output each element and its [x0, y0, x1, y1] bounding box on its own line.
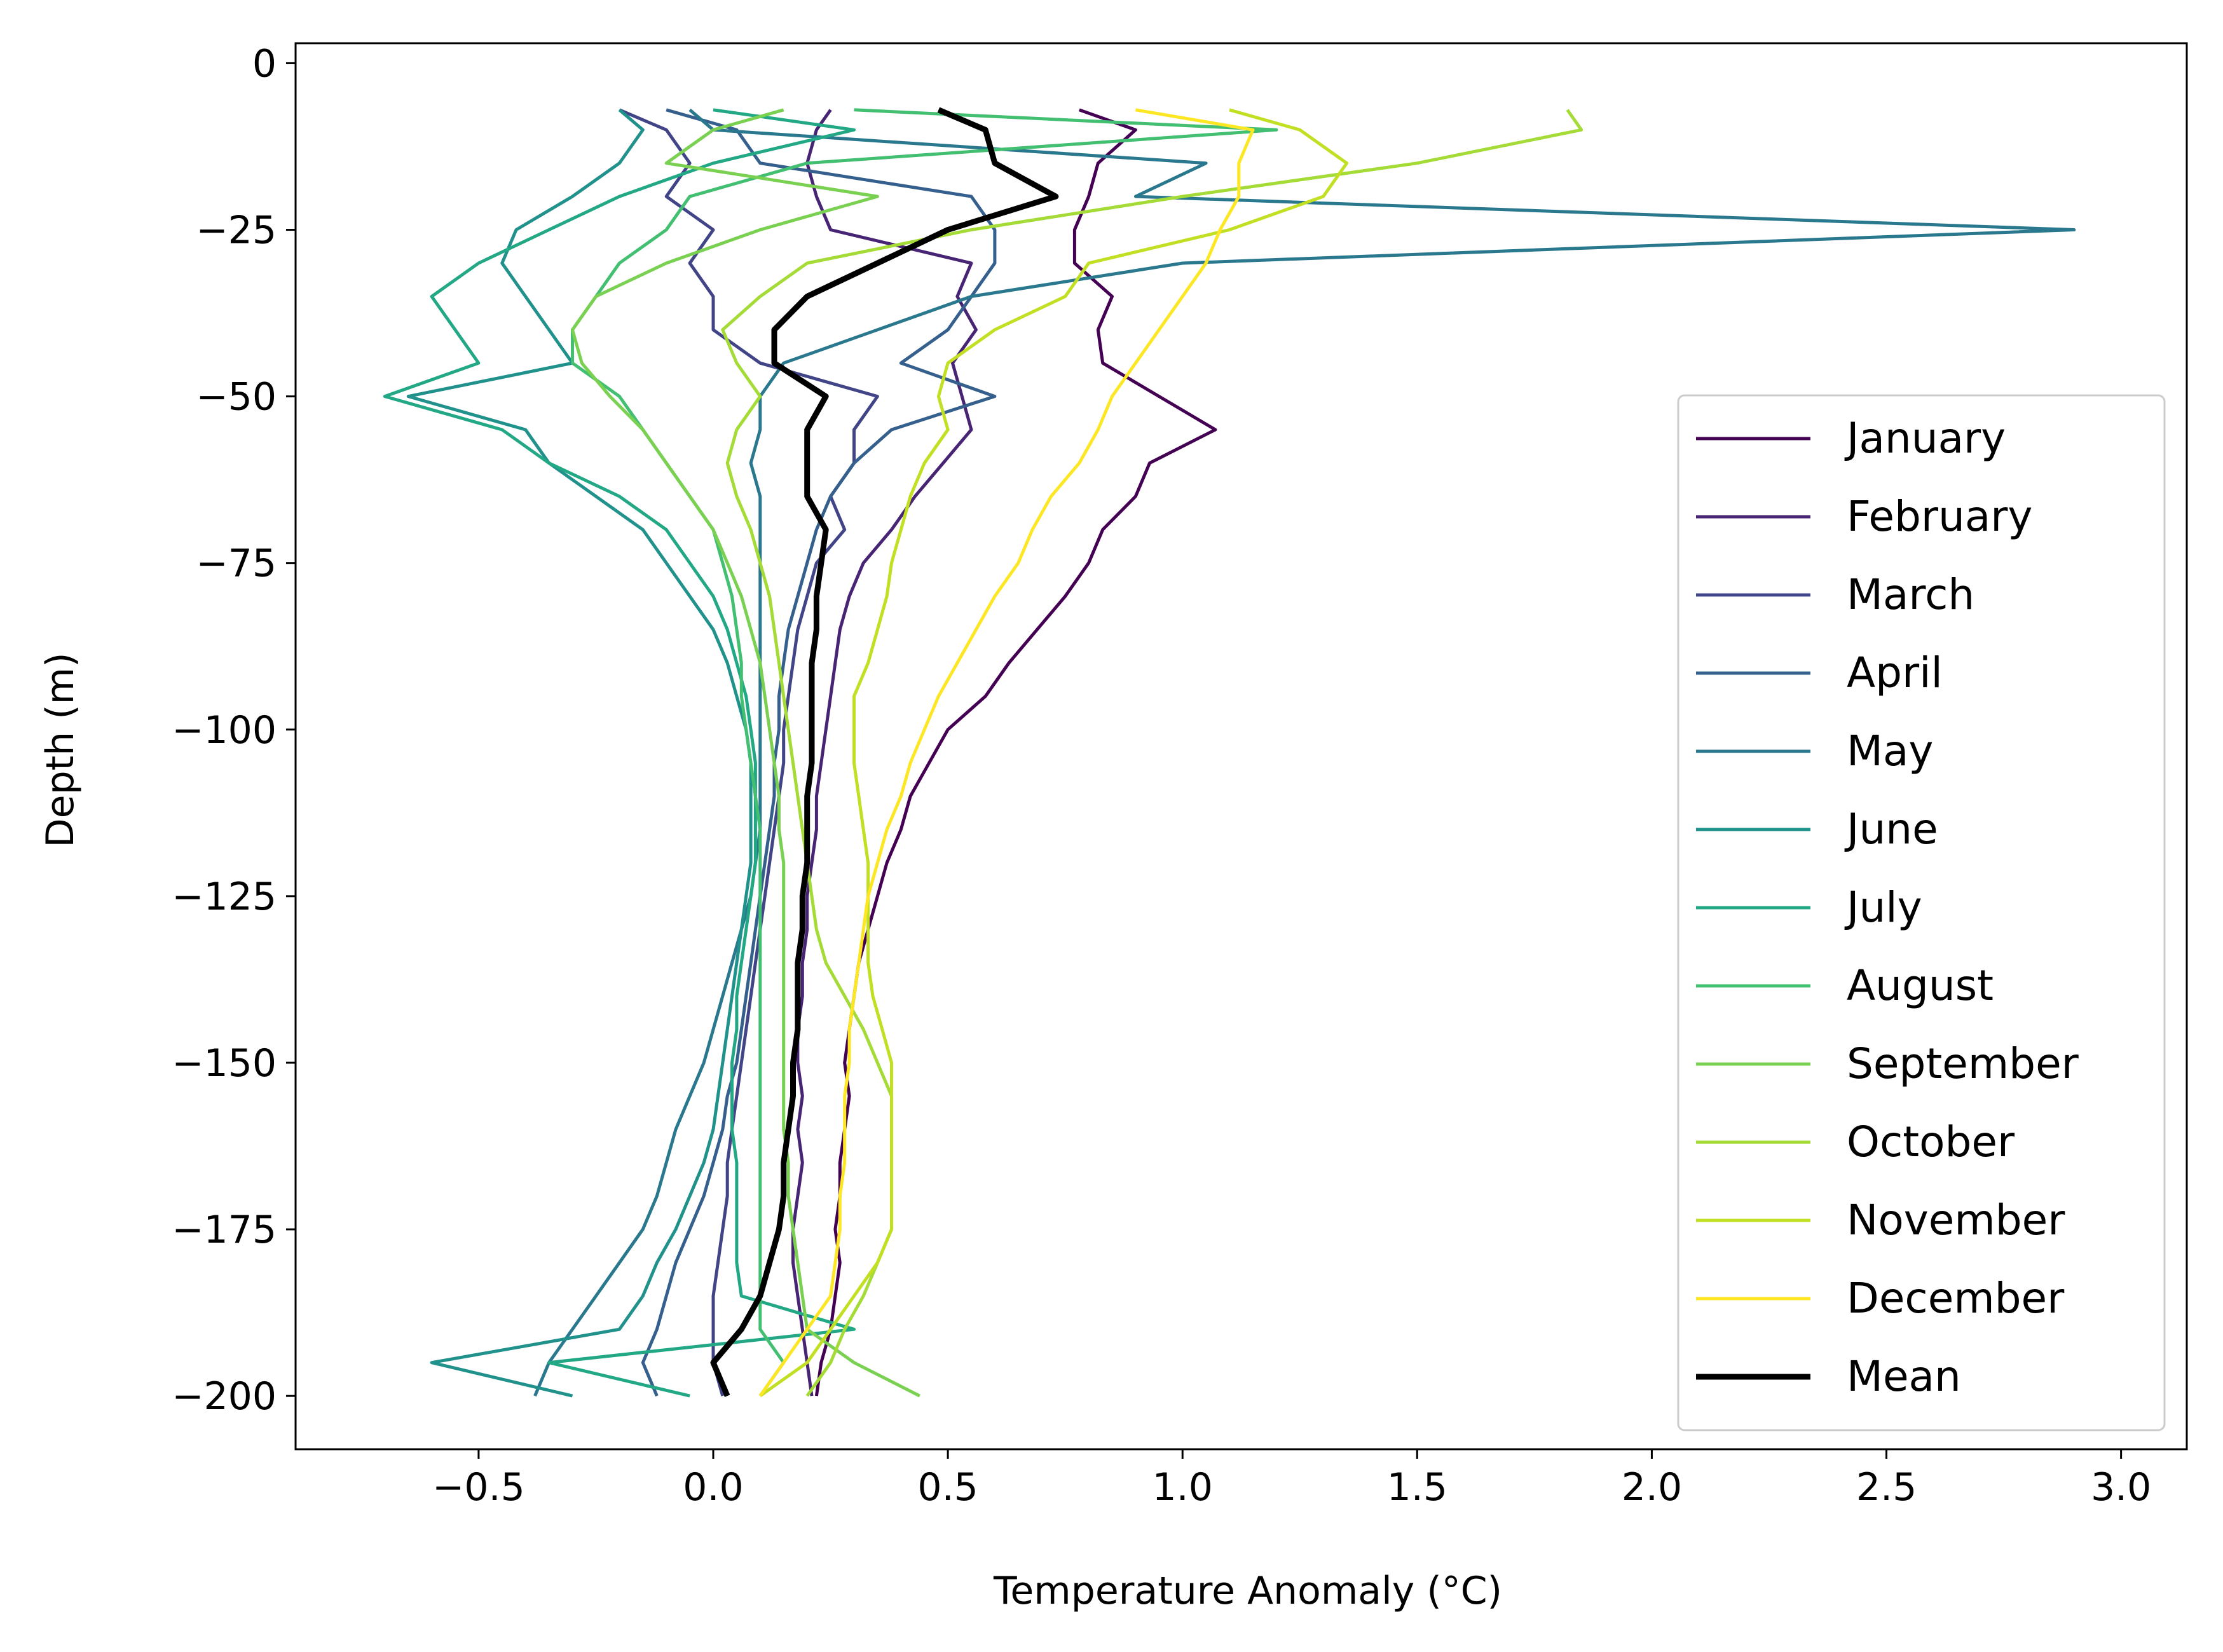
y-tick-label: −125	[172, 875, 277, 919]
series-line-july	[383, 108, 856, 1398]
legend-label-april: April	[1847, 648, 1943, 697]
y-tick-label: −200	[172, 1374, 277, 1419]
y-tick-label: −25	[196, 208, 277, 253]
legend-label-mean: Mean	[1847, 1352, 1961, 1401]
legend-label-december: December	[1847, 1274, 2065, 1323]
series-line-may	[533, 108, 2076, 1397]
y-tick-label: −50	[196, 375, 277, 420]
series-line-december	[758, 108, 1255, 1397]
plot-area-frame	[294, 42, 2188, 1451]
x-tick-label: 0.5	[917, 1465, 978, 1510]
legend-label-october: October	[1847, 1117, 2015, 1166]
legend-label-august: August	[1847, 961, 1994, 1010]
legend: January February March April May June July Augu…	[1677, 394, 2166, 1431]
y-tick-label: −175	[172, 1208, 277, 1252]
series-line-september	[571, 108, 920, 1398]
series-line-november	[759, 108, 1349, 1398]
legend-label-september: September	[1847, 1039, 2079, 1088]
y-tick-label: −100	[172, 708, 277, 753]
legend-box	[1677, 394, 2166, 1431]
legend-label-june: June	[1844, 805, 1938, 854]
legend-label-january: January	[1844, 414, 2006, 463]
x-tick-label: 0.0	[683, 1465, 743, 1510]
legend-label-february: February	[1847, 492, 2032, 541]
legend-label-may: May	[1847, 727, 1933, 775]
x-axis-label: Temperature Anomaly (°C)	[993, 1569, 1502, 1613]
x-tick-label: 1.5	[1387, 1465, 1447, 1510]
x-tick-label: 2.5	[1856, 1465, 1917, 1510]
y-tick-label: 0	[252, 41, 277, 86]
x-tick-label: 3.0	[2091, 1465, 2151, 1510]
y-tick-label: −75	[196, 542, 277, 586]
x-tick-label: 2.0	[1622, 1465, 1682, 1510]
x-tick-label: −0.5	[432, 1465, 525, 1510]
legend-label-november: November	[1847, 1196, 2065, 1245]
y-axis: 0 −25 −50 −75 −100 −125 −150 −175 −200	[172, 41, 296, 1419]
series-line-february	[791, 109, 978, 1396]
series-line-march	[619, 108, 879, 1396]
y-axis-label: Depth (m)	[38, 652, 83, 847]
series-line-january	[814, 108, 1217, 1396]
legend-label-march: March	[1847, 570, 1974, 619]
legend-label-july: July	[1844, 883, 1922, 932]
series-line-mean	[710, 107, 1059, 1397]
series-layer	[383, 107, 2076, 1398]
x-tick-label: 1.0	[1153, 1465, 1213, 1510]
series-line-april	[641, 108, 997, 1397]
y-tick-label: −150	[172, 1041, 277, 1086]
x-axis: −0.5 0.0 0.5 1.0 1.5 2.0 2.5 3.0	[432, 1449, 2151, 1510]
